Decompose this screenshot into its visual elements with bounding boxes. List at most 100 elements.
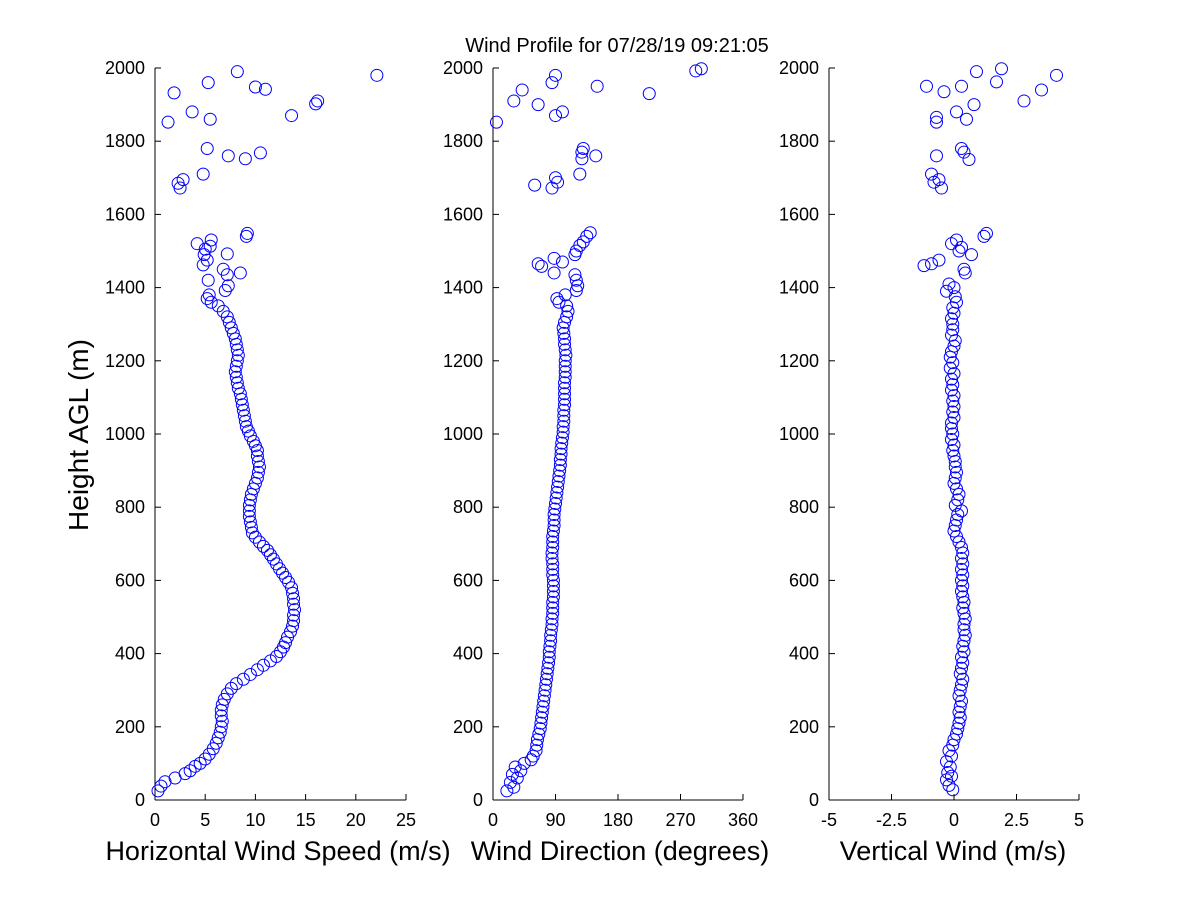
y-tick-label: 600	[115, 570, 145, 590]
data-point	[558, 381, 572, 395]
y-tick-label: 1800	[105, 131, 145, 151]
data-point	[555, 436, 569, 450]
data-point	[956, 656, 970, 670]
data-point	[558, 288, 572, 302]
data-point	[546, 524, 560, 538]
data-point	[948, 460, 962, 474]
data-point	[952, 487, 966, 501]
data-point	[222, 315, 236, 329]
data-point	[947, 400, 961, 414]
data-point	[547, 513, 561, 527]
data-point	[957, 617, 971, 631]
y-tick-label: 1800	[443, 131, 483, 151]
y-tick-label: 2000	[779, 58, 819, 78]
x-tick-label: 15	[296, 810, 316, 830]
data-point	[193, 756, 207, 770]
data-point	[535, 705, 549, 719]
data-point	[553, 453, 567, 467]
data-point	[546, 568, 560, 582]
data-point	[250, 449, 264, 463]
data-point	[203, 112, 217, 126]
panel-horizontal-wind-speed: 0 200 400 600 800 1000 1200 1400 1600 1800 2000 0 5 1…	[105, 58, 451, 866]
data-point	[204, 233, 218, 247]
data-point	[557, 414, 571, 428]
data-point	[558, 337, 572, 351]
data-point	[945, 383, 958, 397]
data-point	[243, 667, 257, 681]
data-point	[202, 288, 216, 302]
data-point	[955, 79, 968, 93]
x-axis-label: Horizontal Wind Speed (m/s)	[105, 836, 450, 866]
data-point	[539, 672, 553, 686]
data-point	[230, 376, 244, 390]
data-point	[956, 672, 970, 686]
data-point	[925, 167, 938, 181]
data-point	[215, 698, 229, 712]
data-point	[216, 262, 230, 276]
data-point	[229, 359, 243, 373]
data-point	[945, 312, 958, 326]
data-point	[529, 744, 543, 758]
data-point	[950, 529, 963, 543]
data-point	[950, 233, 963, 247]
data-point	[196, 258, 210, 272]
data-point	[549, 497, 562, 511]
data-point	[541, 661, 555, 675]
data-point	[556, 420, 570, 434]
data-point	[550, 292, 564, 306]
data-point	[528, 178, 542, 192]
data-point	[948, 471, 962, 485]
data-point	[946, 783, 960, 797]
data-point	[957, 634, 971, 648]
data-point	[534, 716, 548, 730]
data-point	[551, 475, 565, 489]
y-tick-label: 2000	[443, 58, 483, 78]
x-tick-label: 270	[665, 810, 695, 830]
data-point	[542, 650, 556, 664]
data-point	[956, 557, 970, 571]
data-point	[947, 449, 961, 463]
data-point	[945, 328, 958, 342]
data-point	[200, 292, 214, 306]
data-point	[158, 775, 172, 789]
y-tick-label: 2000	[105, 58, 145, 78]
data-point	[545, 546, 559, 560]
x-tick-label: 25	[396, 810, 416, 830]
data-point	[955, 142, 968, 156]
data-point	[573, 167, 587, 181]
data-point	[945, 416, 958, 430]
data-point	[946, 323, 960, 337]
data-point	[953, 711, 967, 725]
data-point	[546, 557, 560, 571]
data-point	[161, 115, 175, 129]
data-point	[962, 153, 976, 166]
data-point	[543, 639, 557, 653]
data-point	[243, 515, 257, 529]
data-point	[557, 326, 571, 340]
data-point	[558, 392, 572, 406]
data-point	[689, 64, 703, 78]
y-axis-label: Height AGL (m)	[63, 339, 94, 531]
data-point	[235, 398, 249, 412]
data-point	[176, 173, 190, 187]
y-tick-label: 1000	[105, 424, 145, 444]
data-point	[546, 579, 560, 593]
data-point	[154, 779, 168, 793]
data-point	[932, 253, 946, 267]
data-point	[245, 526, 259, 540]
x-tick-label: 10	[245, 810, 265, 830]
data-point	[530, 738, 544, 752]
data-point	[960, 112, 973, 126]
data-point	[546, 606, 560, 620]
data-point	[229, 677, 243, 691]
data-point	[250, 471, 264, 485]
data-point	[569, 284, 583, 298]
data-point	[555, 105, 569, 119]
data-point	[489, 115, 503, 129]
data-point	[258, 82, 272, 96]
data-point	[229, 370, 243, 384]
data-point	[507, 94, 521, 108]
y-tick-label: 400	[453, 644, 483, 664]
data-point	[545, 76, 559, 90]
